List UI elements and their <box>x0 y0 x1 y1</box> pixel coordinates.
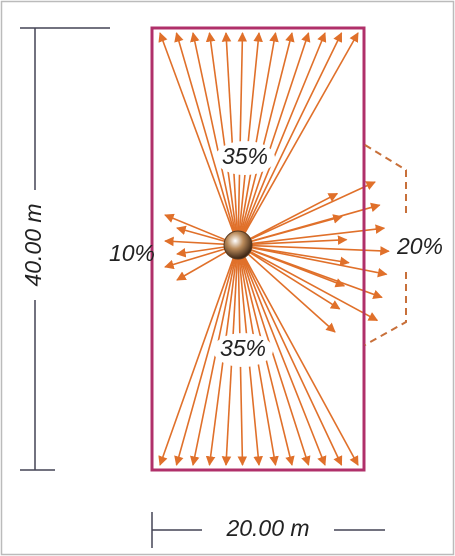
ray-arrow <box>158 256 235 466</box>
ray-arrow <box>164 213 228 242</box>
ray-arrow <box>243 255 359 466</box>
ray-arrow <box>247 250 341 310</box>
ray-arrow <box>249 244 390 256</box>
label-bg <box>215 141 275 175</box>
ray-arrow <box>243 32 359 235</box>
ray-arrow <box>240 32 295 234</box>
ray-arrow <box>190 256 237 466</box>
region-label: 10% <box>109 240 155 266</box>
ray-arrow <box>249 235 348 246</box>
bracket <box>364 272 407 346</box>
label-bg <box>390 232 450 264</box>
ray-arrow <box>158 32 235 235</box>
bracket <box>364 144 407 218</box>
region-label: 20% <box>396 233 443 259</box>
ray-arrow <box>248 192 339 241</box>
ray-arrow <box>249 224 386 245</box>
ray-arrow <box>176 250 228 281</box>
room-outline <box>150 26 366 472</box>
label-bg <box>20 190 50 300</box>
label-bg <box>213 333 273 367</box>
ray-arrow <box>164 236 227 247</box>
dimension-label: 40.00 m <box>20 203 46 286</box>
ray-arrow <box>174 32 236 234</box>
ray-arrow <box>249 248 383 299</box>
ray-arrow <box>164 247 227 270</box>
ray-arrow <box>249 214 343 243</box>
ray-arrow <box>241 32 327 235</box>
ray-arrow <box>249 246 350 267</box>
ray-arrow <box>237 32 248 234</box>
ray-arrow <box>240 256 311 466</box>
ray-arrow <box>246 252 336 333</box>
ray-arrow <box>240 256 295 466</box>
ray-arrow <box>248 181 376 241</box>
ray-arrow <box>238 32 263 234</box>
ray-arrow <box>205 32 238 234</box>
ray-arrow <box>221 32 239 234</box>
ray-arrow <box>239 32 279 234</box>
ray-arrow <box>241 32 311 234</box>
ray-arrow <box>242 32 343 235</box>
region-label: 35% <box>220 335 266 361</box>
ray-arrow <box>248 250 379 322</box>
arrows <box>158 32 390 466</box>
ray-arrow <box>249 246 388 278</box>
ray-arrow <box>190 32 237 234</box>
ray-arrow <box>176 225 227 243</box>
ray-arrow <box>174 256 236 466</box>
ray-arrow <box>242 255 343 466</box>
source-sphere <box>223 230 253 260</box>
ray-arrow <box>241 255 327 466</box>
region-label: 35% <box>222 143 268 169</box>
dimension-label: 20.00 m <box>225 515 309 541</box>
label-bg <box>202 516 334 544</box>
ray-arrow <box>176 245 227 258</box>
